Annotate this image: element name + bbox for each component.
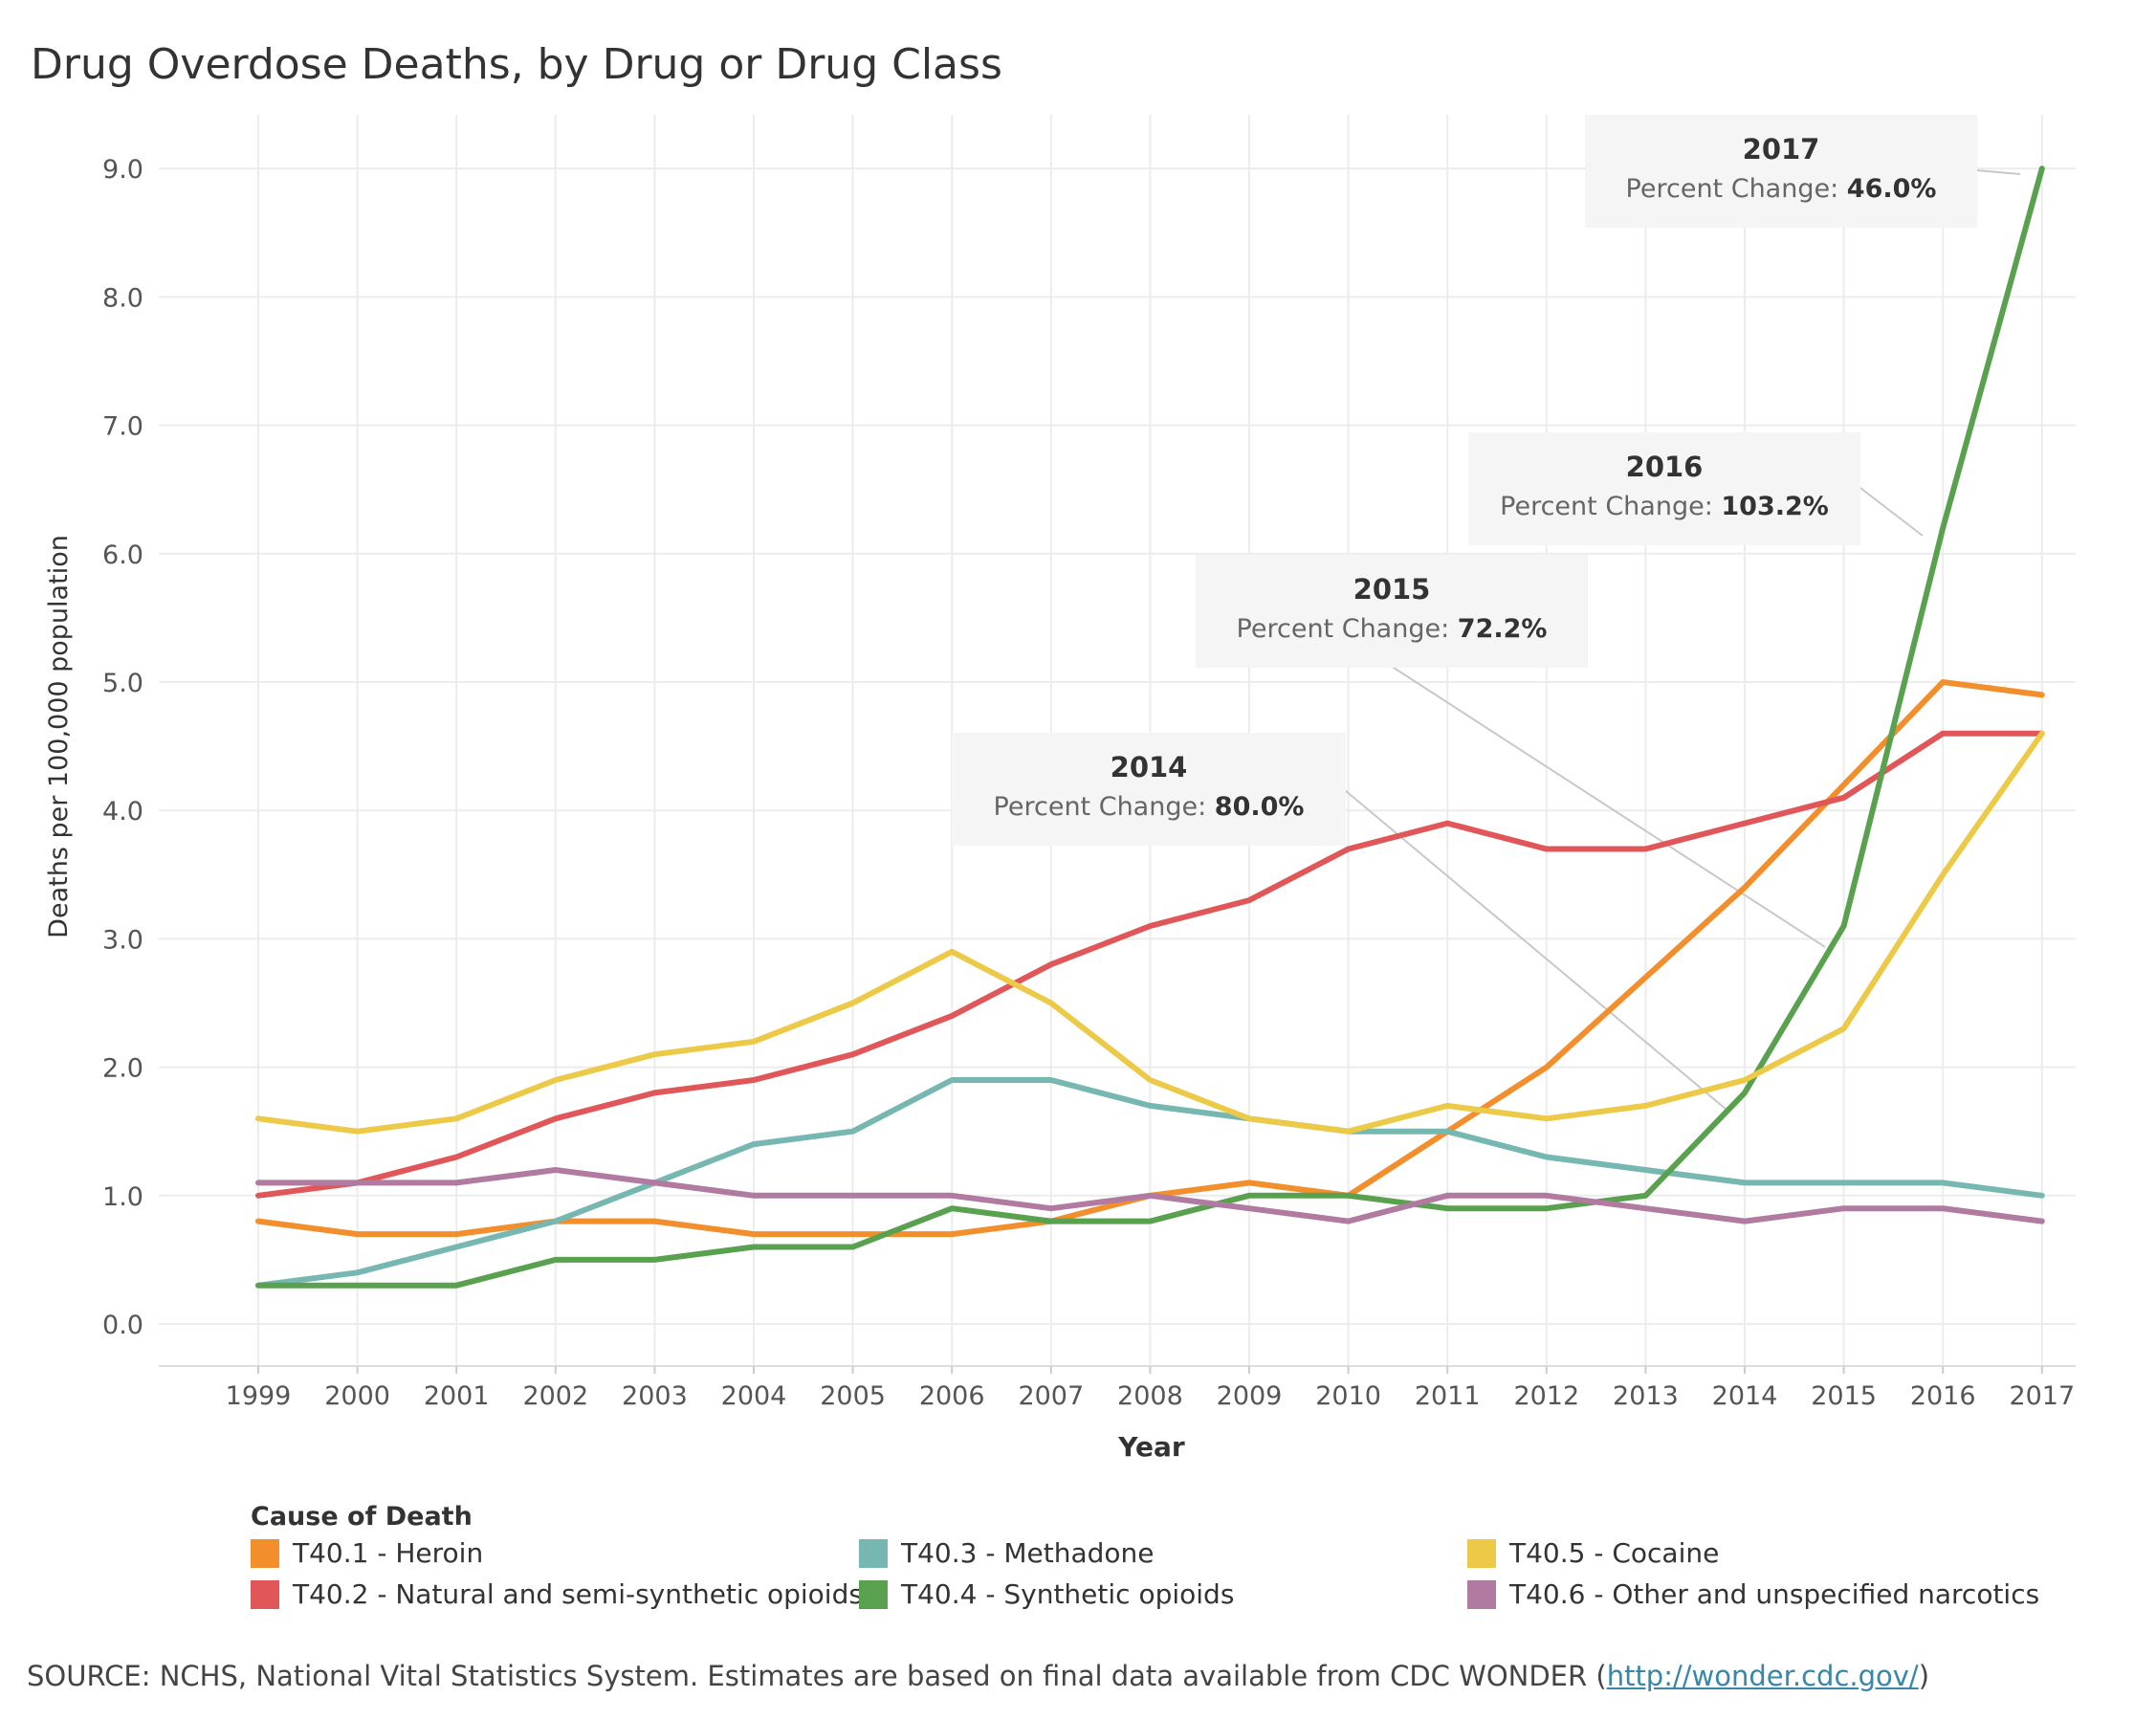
x-tick-label: 2016 xyxy=(1910,1381,1976,1411)
series-line-5[interactable] xyxy=(255,1167,2045,1224)
x-tick-label: 2015 xyxy=(1811,1381,1877,1411)
y-tick-label: 2.0 xyxy=(102,1054,143,1084)
series-line-3[interactable] xyxy=(255,165,2045,1289)
y-tick-label: 4.0 xyxy=(102,797,143,827)
legend-swatch-synthetic-opioids xyxy=(859,1579,888,1609)
legend-label-synthetic-opioids: T40.4 - Synthetic opioids xyxy=(901,1578,1235,1610)
legend-label-methadone: T40.3 - Methadone xyxy=(901,1537,1155,1569)
annotation-connectors xyxy=(1344,169,2021,1111)
legend-label-cocaine: T40.5 - Cocaine xyxy=(1509,1537,1720,1569)
legend-item-other-narcotics[interactable]: T40.6 - Other and unspecified narcotics xyxy=(1467,1578,2076,1610)
x-tick-label: 2010 xyxy=(1315,1381,1381,1411)
series-line-4[interactable] xyxy=(255,730,2045,1135)
annotation-box-2016 xyxy=(1468,432,1860,545)
legend-swatch-other-narcotics xyxy=(1467,1579,1496,1609)
y-axis-title: Deaths per 100,000 population xyxy=(44,535,74,938)
annotation-text-2014: Percent Change: 80.0% xyxy=(994,792,1305,822)
y-tick-label: 3.0 xyxy=(102,925,143,955)
legend-title: Cause of Death xyxy=(251,1502,473,1532)
x-tick-label: 2006 xyxy=(919,1381,985,1411)
legend-item-synthetic-opioids[interactable]: T40.4 - Synthetic opioids xyxy=(859,1578,1467,1610)
x-tick-label: 2002 xyxy=(522,1381,588,1411)
annotation-text-2016: Percent Change: 103.2% xyxy=(1500,492,1829,521)
legend-item-methadone[interactable]: T40.3 - Methadone xyxy=(859,1537,1467,1569)
x-tick-label: 2007 xyxy=(1018,1381,1084,1411)
x-tick-label: 2012 xyxy=(1513,1381,1579,1411)
x-axis-title: Year xyxy=(1117,1431,1185,1463)
legend-item-heroin[interactable]: T40.1 - Heroin xyxy=(251,1537,859,1569)
legend-label-other-narcotics: T40.6 - Other and unspecified narcotics xyxy=(1509,1578,2040,1610)
annotation-year-2015: 2015 xyxy=(1353,573,1431,606)
axes: 0.0 1.0 2.0 3.0 4.0 5.0 6.0 7.0 8.0 9.0 1999 2000 20… xyxy=(44,155,2076,1463)
annotation-connector-2017 xyxy=(1975,169,2021,175)
annotation-box-2017 xyxy=(1585,115,1977,228)
annotation-connector-2015 xyxy=(1390,665,1826,948)
annotation-year-2014: 2014 xyxy=(1111,751,1188,783)
series-lines xyxy=(255,165,2045,1289)
annotation-box-2015 xyxy=(1196,555,1588,668)
legend-swatch-natural-opioids xyxy=(251,1579,279,1609)
annotation-text-2017: Percent Change: 46.0% xyxy=(1626,174,1937,204)
legend-swatch-methadone xyxy=(859,1538,888,1568)
x-tick-label: 2005 xyxy=(820,1381,886,1411)
legend-swatch-cocaine xyxy=(1467,1538,1496,1568)
annotation-text-2015: Percent Change: 72.2% xyxy=(1237,614,1548,644)
source-close: ) xyxy=(1918,1660,1930,1692)
y-tick-label: 1.0 xyxy=(102,1182,143,1212)
y-tick-label: 0.0 xyxy=(102,1311,143,1340)
y-tick-label: 7.0 xyxy=(102,412,143,442)
x-tick-label: 2014 xyxy=(1712,1381,1778,1411)
legend-item-natural-opioids[interactable]: T40.2 - Natural and semi-synthetic opioi… xyxy=(251,1578,863,1610)
x-tick-label: 2011 xyxy=(1415,1381,1481,1411)
series-line-2[interactable] xyxy=(255,1077,2045,1289)
x-tick-label: 1999 xyxy=(226,1381,292,1411)
annotation-year-2016: 2016 xyxy=(1626,451,1704,483)
x-tick-label: 2017 xyxy=(2009,1381,2075,1411)
source-text: SOURCE: NCHS, National Vital Statistics … xyxy=(27,1660,1607,1692)
legend-label-natural-opioids: T40.2 - Natural and semi-synthetic opioi… xyxy=(293,1578,863,1610)
annotation-connector-2014 xyxy=(1344,789,1727,1111)
source-link[interactable]: http://wonder.cdc.gov/ xyxy=(1606,1660,1919,1692)
x-tick-label: 2009 xyxy=(1217,1381,1283,1411)
y-tick-label: 5.0 xyxy=(102,669,143,698)
annotations: 2014 Percent Change: 80.0% 2015 Percent Cha… xyxy=(952,115,1977,846)
legend: Cause of Death T40.1 - Heroin T40.3 - Me… xyxy=(251,1502,2068,1610)
chart-title: Drug Overdose Deaths, by Drug or Drug Cl… xyxy=(31,40,1002,89)
y-tick-label: 8.0 xyxy=(102,283,143,313)
legend-grid: T40.1 - Heroin T40.3 - Methadone T40.5 -… xyxy=(251,1537,2068,1610)
x-tick-label: 2003 xyxy=(622,1381,688,1411)
series-line-1[interactable] xyxy=(255,730,2045,1199)
x-tick-label: 2013 xyxy=(1613,1381,1679,1411)
annotation-year-2017: 2017 xyxy=(1743,133,1820,165)
x-tick-label: 2008 xyxy=(1117,1381,1183,1411)
line-chart: 0.0 1.0 2.0 3.0 4.0 5.0 6.0 7.0 8.0 9.0 1999 2000 20… xyxy=(44,115,2076,1463)
legend-swatch-heroin xyxy=(251,1538,279,1568)
y-tick-label: 6.0 xyxy=(102,540,143,570)
x-tick-label: 2004 xyxy=(721,1381,787,1411)
y-tick-label: 9.0 xyxy=(102,155,143,185)
x-tick-label: 2001 xyxy=(424,1381,490,1411)
x-tick-label: 2000 xyxy=(324,1381,390,1411)
legend-label-heroin: T40.1 - Heroin xyxy=(293,1537,484,1569)
annotation-connector-2016 xyxy=(1859,487,1924,537)
legend-item-cocaine[interactable]: T40.5 - Cocaine xyxy=(1467,1537,2076,1569)
source-note: SOURCE: NCHS, National Vital Statistics … xyxy=(27,1660,1929,1692)
annotation-box-2014 xyxy=(952,733,1346,846)
